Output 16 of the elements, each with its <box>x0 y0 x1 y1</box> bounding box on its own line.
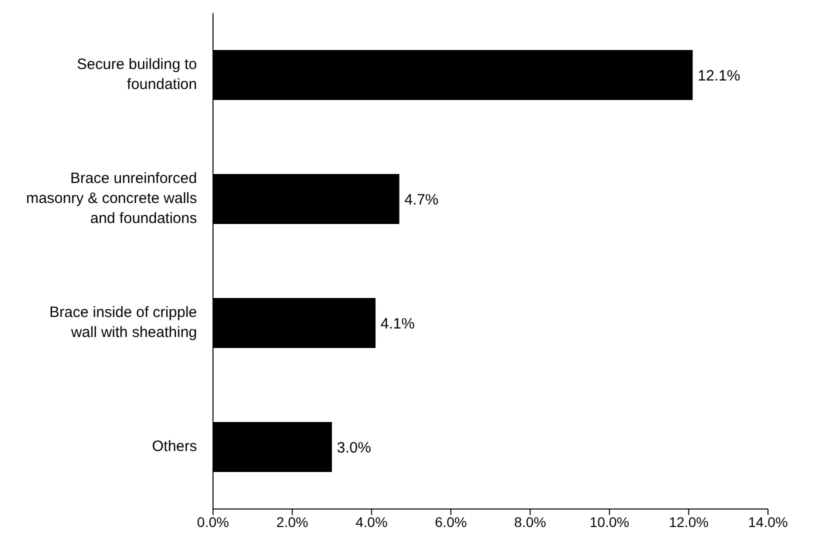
y-tick-label: Brace inside of cripple wall with sheathing <box>49 304 197 341</box>
y-tick-label: Secure building to foundation <box>76 56 197 93</box>
x-tick-label: 6.0% <box>434 514 467 530</box>
data-label: 12.1% <box>698 67 740 84</box>
data-label: 3.0% <box>336 439 372 456</box>
x-tick-label: 8.0% <box>514 514 546 530</box>
x-tick-label: 12.0% <box>668 514 709 530</box>
x-tick-label: 10.0% <box>590 514 630 530</box>
x-tick-label: 14.0% <box>748 514 788 530</box>
x-tick-label: 4.0% <box>356 514 388 530</box>
y-tick-label: Others <box>152 438 197 455</box>
y-tick-label: Brace unreinforced masonry & concrete walls and foundations <box>26 170 197 227</box>
x-tick-label: 0.0% <box>197 514 229 530</box>
data-label: 4.7% <box>404 191 439 208</box>
x-tick-label: 2.0% <box>276 514 308 530</box>
data-label: 4.1% <box>380 315 415 332</box>
